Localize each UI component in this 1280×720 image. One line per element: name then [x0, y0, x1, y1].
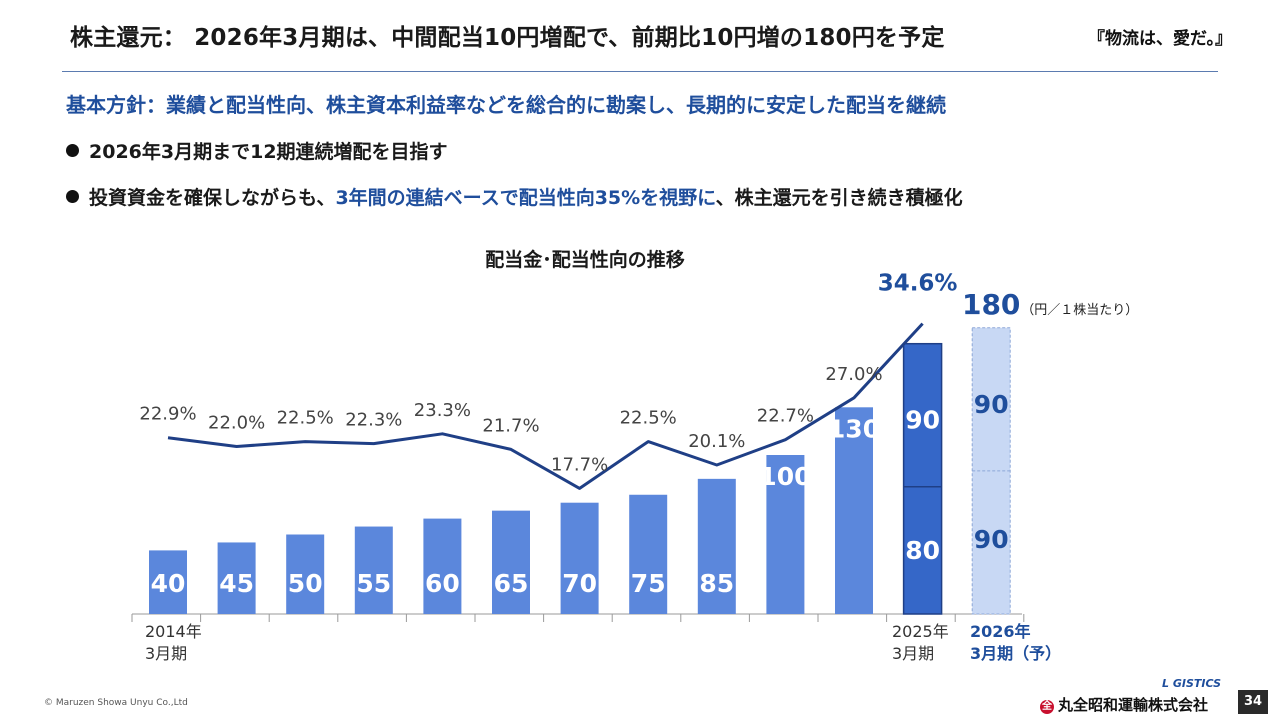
dividend-bar [286, 534, 325, 614]
bar-value-label: 85 [699, 569, 734, 598]
header-divider [62, 71, 1218, 72]
company-name: 丸全昭和運輸株式会社 [1058, 696, 1209, 714]
bar-value-label: 75 [631, 569, 666, 598]
company-motto: 『物流は、愛だ。』 [1088, 29, 1232, 49]
dividend-bar [835, 407, 873, 614]
bullet-1-text: 2026年3月期まで12期連続増配を目指す [89, 141, 448, 163]
dividend-bar [766, 455, 805, 614]
bullet-dot-icon [66, 190, 79, 203]
forecast-lower-label: 90 [974, 525, 1009, 554]
dividend-bar [697, 478, 736, 614]
payout-ratio-label: 22.5% [277, 408, 334, 429]
payout-ratio-line [167, 322, 924, 490]
dividend-bar [560, 502, 599, 614]
bullet-2-pre: 投資資金を確保しながらも、 [89, 187, 336, 209]
x-label-2026-forecast: 2026年 [970, 622, 1031, 641]
bullet-dot-icon [66, 144, 79, 157]
dividend-bar [149, 550, 187, 614]
page-title: 株主還元： 2026年3月期は、中間配当10円増配で、前期比10円増の180円を… [70, 25, 945, 51]
payout-ratio-label: 22.7% [757, 406, 814, 427]
payout-ratio-label: 21.7% [482, 415, 539, 436]
bar-value-label: 65 [494, 569, 529, 598]
bar-value-label: 70 [562, 569, 597, 598]
dividend-bar-2025 [902, 342, 943, 615]
bar-lower-label: 80 [905, 536, 940, 565]
payout-ratio-label: 22.0% [208, 413, 265, 434]
dividend-chart: 40 45 50 55 60 65 70 75 85 100 130 80 90 90 90 180 （円／１株… [131, 271, 1138, 663]
bar-value-label: 55 [356, 569, 391, 598]
bullet-2-post: 、株主還元を引き続き積極化 [715, 187, 963, 209]
bar-value-label: 130 [828, 414, 880, 443]
company-mark-icon: 全 [1040, 700, 1054, 714]
x-label-2014: 2014年 [145, 622, 202, 641]
payout-ratio-label: 27.0% [825, 364, 882, 385]
x-label-2025: 2025年 [892, 622, 949, 641]
bar-value-label: 45 [219, 569, 254, 598]
forecast-total-label: 180 [962, 288, 1020, 321]
bar-value-label: 60 [425, 569, 460, 598]
bar-value-label: 40 [151, 569, 186, 598]
x-label-2025: 3月期 [892, 644, 934, 663]
dividend-bar [423, 518, 462, 614]
payout-ratio-label: 22.9% [139, 404, 196, 425]
payout-ratio-label: 34.6% [878, 271, 958, 297]
logistics-logo: L GISTICS [1162, 677, 1222, 690]
dividend-bar [354, 526, 393, 614]
payout-ratio-label: 23.3% [414, 400, 471, 421]
payout-ratio-label: 22.5% [620, 408, 677, 429]
bullet-2-highlight: 3年間の連結ベースで配当性向35%を視野に [335, 187, 716, 209]
copyright: © Maruzen Showa Unyu Co.,Ltd [44, 698, 188, 708]
forecast-upper-label: 90 [974, 390, 1009, 419]
x-label-2026-forecast: 3月期（予） [970, 644, 1061, 663]
payout-ratio-label: 22.3% [345, 410, 402, 431]
bullet-2: 投資資金を確保しながらも、3年間の連結ベースで配当性向35%を視野に、株主還元を… [66, 183, 963, 210]
basic-policy: 基本方針：業績と配当性向、株主資本利益率などを総合的に勘案し、長期的に安定した配… [66, 93, 946, 117]
page-number: 34 [1238, 690, 1268, 714]
bar-upper-label: 90 [905, 406, 940, 435]
dividend-bar [629, 494, 668, 614]
x-label-2014: 3月期 [145, 644, 187, 663]
unit-label: （円／１株当たり） [1021, 303, 1138, 318]
dividend-bar [217, 542, 256, 614]
payout-ratio-label: 17.7% [551, 454, 608, 475]
chart-title: 配当金･配当性向の推移 [485, 249, 685, 271]
company-logo: 全丸全昭和運輸株式会社 [1040, 694, 1208, 715]
payout-ratio-label: 20.1% [688, 431, 745, 452]
dividend-bar [492, 510, 530, 614]
bullet-1: 2026年3月期まで12期連続増配を目指す [66, 137, 448, 164]
bar-value-label: 100 [759, 462, 811, 491]
bar-value-label: 50 [288, 569, 323, 598]
